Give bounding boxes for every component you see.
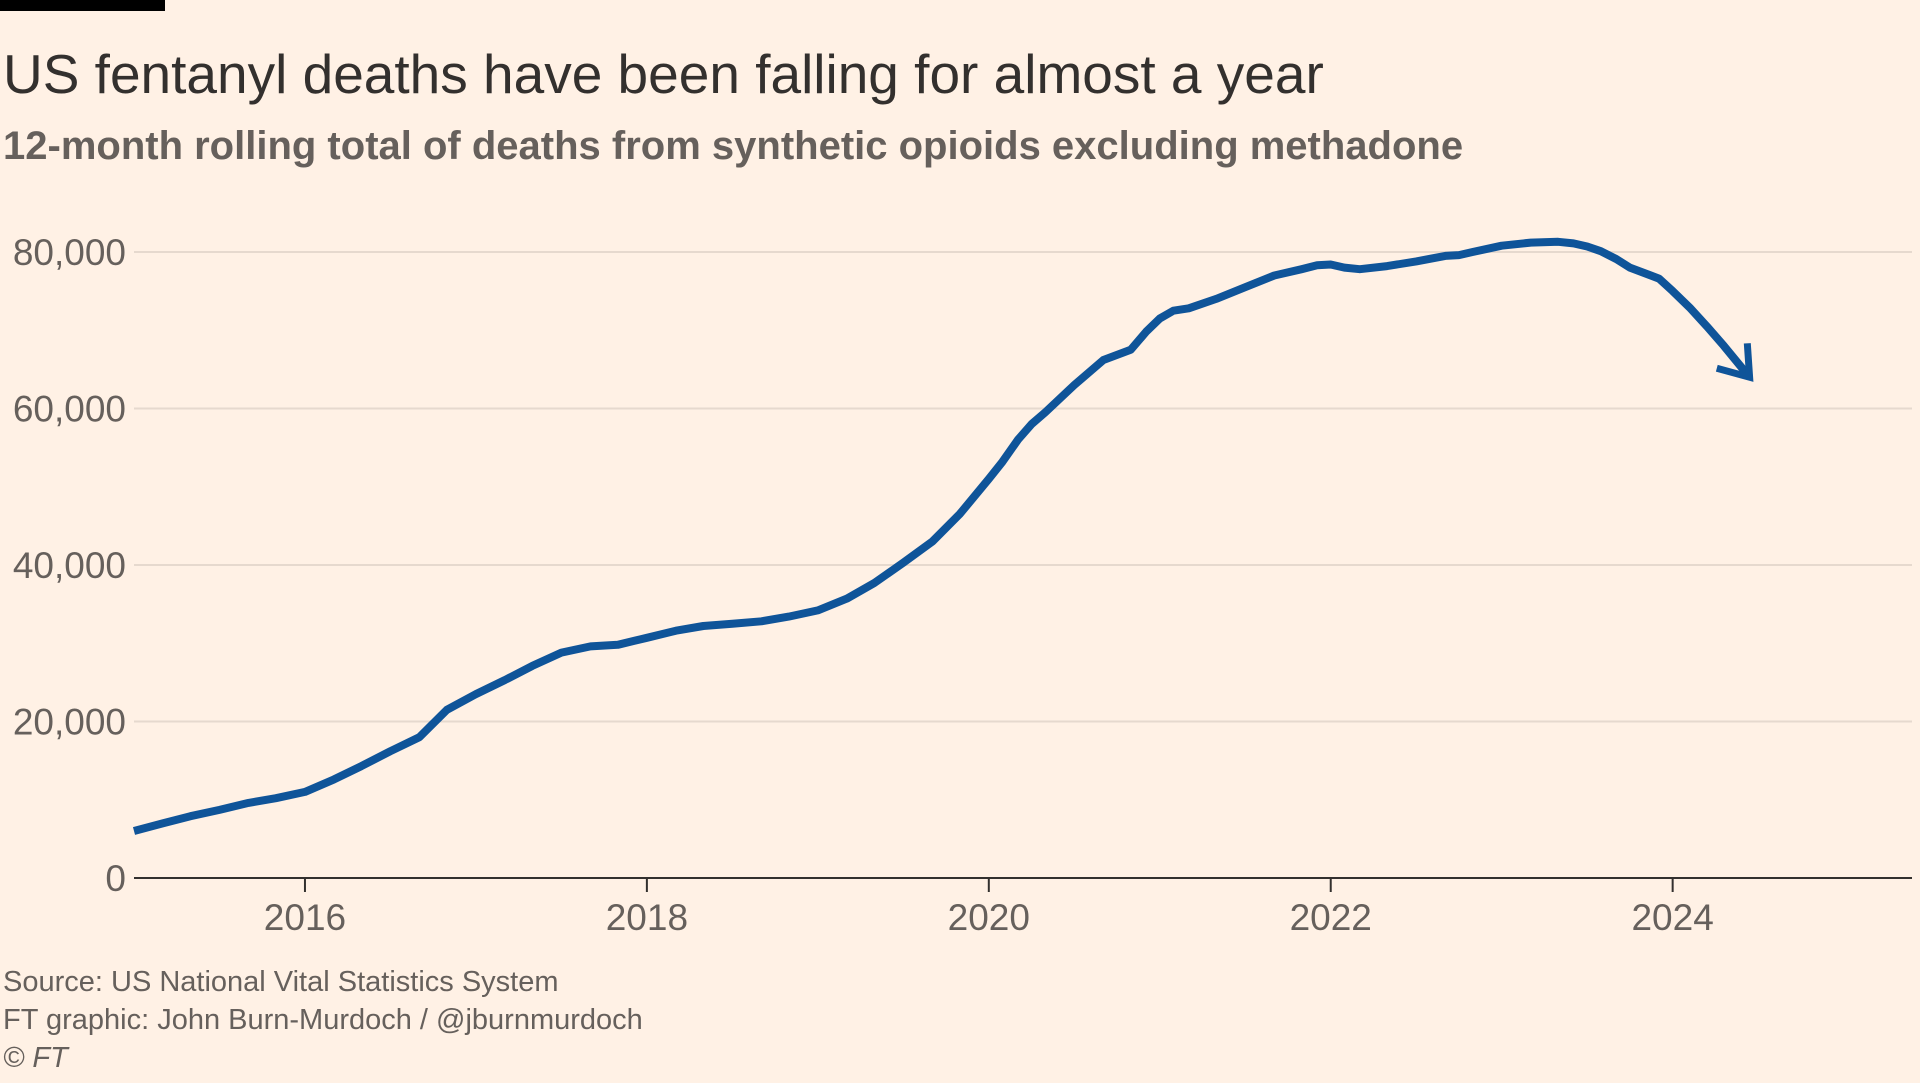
series-line (132, 237, 1753, 835)
chart-subtitle: 12-month rolling total of deaths from sy… (3, 124, 1464, 168)
x-tick-label: 2018 (606, 897, 688, 938)
source-note: Source: US National Vital Statistics Sys… (3, 966, 559, 998)
gridlines (134, 251, 1912, 723)
series-group (132, 237, 1754, 835)
chart-title: US fentanyl deaths have been falling for… (3, 43, 1324, 105)
x-tick-label: 2020 (948, 897, 1030, 938)
x-axis: 2016 2018 2020 2022 2024 (134, 877, 1912, 938)
trend-arrow-head (1715, 343, 1754, 382)
x-tick-label: 2022 (1290, 897, 1372, 938)
credit-note: FT graphic: John Burn-Murdoch / @jburnmu… (3, 1004, 643, 1036)
x-tick-label: 2024 (1631, 897, 1713, 938)
y-tick-label: 0 (105, 858, 126, 899)
chart-footer: Source: US National Vital Statistics Sys… (3, 963, 643, 1077)
ft-top-bar (0, 0, 165, 11)
y-axis-tick-labels: 0 20,000 40,000 60,000 80,000 (13, 232, 126, 899)
y-tick-label: 80,000 (13, 232, 126, 273)
x-tick-label: 2016 (264, 897, 346, 938)
copyright-note: © FT (3, 1042, 68, 1074)
y-tick-label: 20,000 (13, 702, 126, 743)
y-tick-label: 40,000 (13, 545, 126, 586)
y-tick-label: 60,000 (13, 389, 126, 430)
